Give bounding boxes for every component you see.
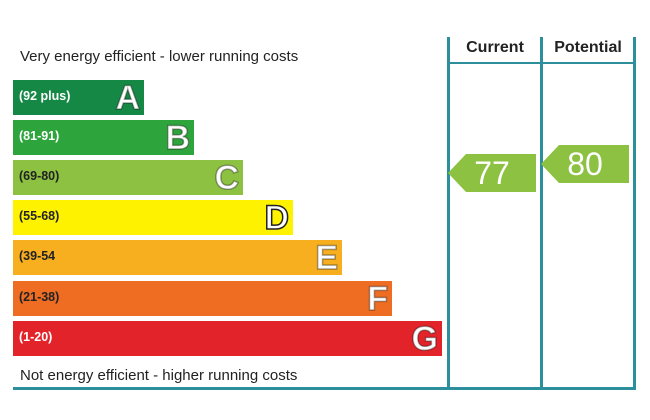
current-column-header: Current <box>466 39 524 56</box>
current-rating-value: 77 <box>474 155 510 191</box>
header-underline <box>447 62 636 64</box>
bottom-line <box>13 387 636 390</box>
band-a: (92 plus) A <box>13 78 144 118</box>
band-letter: C <box>214 158 240 198</box>
top-caption: Very energy efficient - lower running co… <box>20 48 299 65</box>
band-e: (39-54 E <box>13 238 342 278</box>
band-range-label: (39-54 <box>19 249 56 263</box>
divider-line-left <box>447 37 450 388</box>
band-range-label: (92 plus) <box>19 89 71 103</box>
divider-line-right <box>633 37 636 388</box>
band-letter: A <box>115 78 141 118</box>
band-b: (81-91) B <box>13 118 194 158</box>
band-letter: F <box>366 279 388 319</box>
potential-rating-value: 80 <box>567 146 603 182</box>
current-rating-arrow <box>448 154 536 192</box>
band-f: (21-38) F <box>13 279 392 319</box>
band-c: (69-80) C <box>13 158 243 198</box>
potential-rating-arrow <box>541 145 629 183</box>
band-range-label: (69-80) <box>19 169 60 183</box>
potential-column-header: Potential <box>554 39 622 56</box>
bottom-caption: Not energy efficient - higher running co… <box>20 367 298 384</box>
band-range-label: (81-91) <box>19 129 60 143</box>
divider-line-middle <box>540 37 543 388</box>
band-range-label: (1-20) <box>19 330 53 344</box>
band-range-label: (55-68) <box>19 209 60 223</box>
band-letter: B <box>165 118 191 158</box>
band-range-label: (21-38) <box>19 290 60 304</box>
band-d: (55-68) D <box>13 198 293 238</box>
band-letter: G <box>411 319 439 359</box>
band-letter: E <box>315 238 339 278</box>
band-g: (1-20) G <box>13 319 442 359</box>
band-letter: D <box>264 198 290 238</box>
